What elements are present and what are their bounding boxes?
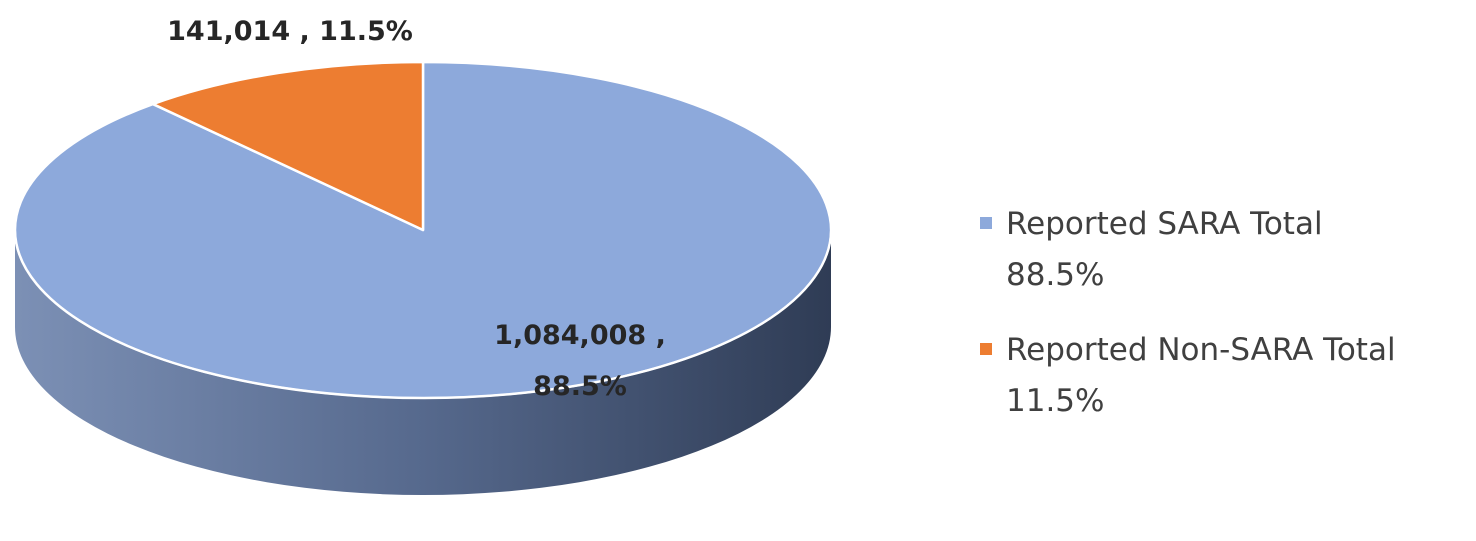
data-label-sara-percent: 88.5%	[533, 371, 627, 402]
legend-swatch-sara	[980, 217, 992, 229]
legend-item-sara: Reported SARA Total 88.5%	[980, 206, 1323, 293]
pie-rim-highlight	[14, 229, 832, 399]
legend-percent-sara: 88.5%	[1006, 257, 1104, 293]
pie-side-wall	[15, 230, 831, 495]
legend-swatch-non-sara	[980, 343, 992, 355]
data-label-sara-value: 1,084,008 ,	[494, 320, 666, 351]
legend-item-non-sara: Reported Non-SARA Total 11.5%	[980, 332, 1396, 419]
legend: Reported SARA Total 88.5% Reported Non-S…	[980, 206, 1396, 419]
legend-label-non-sara: Reported Non-SARA Total	[1006, 332, 1396, 368]
legend-percent-non-sara: 11.5%	[1006, 383, 1104, 419]
pie-slice-reported-non-sara-total	[151, 60, 425, 232]
pie-plot-area	[13, 60, 833, 495]
legend-label-sara: Reported SARA Total	[1006, 206, 1323, 242]
data-label-non-sara: 141,014 , 11.5%	[167, 16, 413, 47]
